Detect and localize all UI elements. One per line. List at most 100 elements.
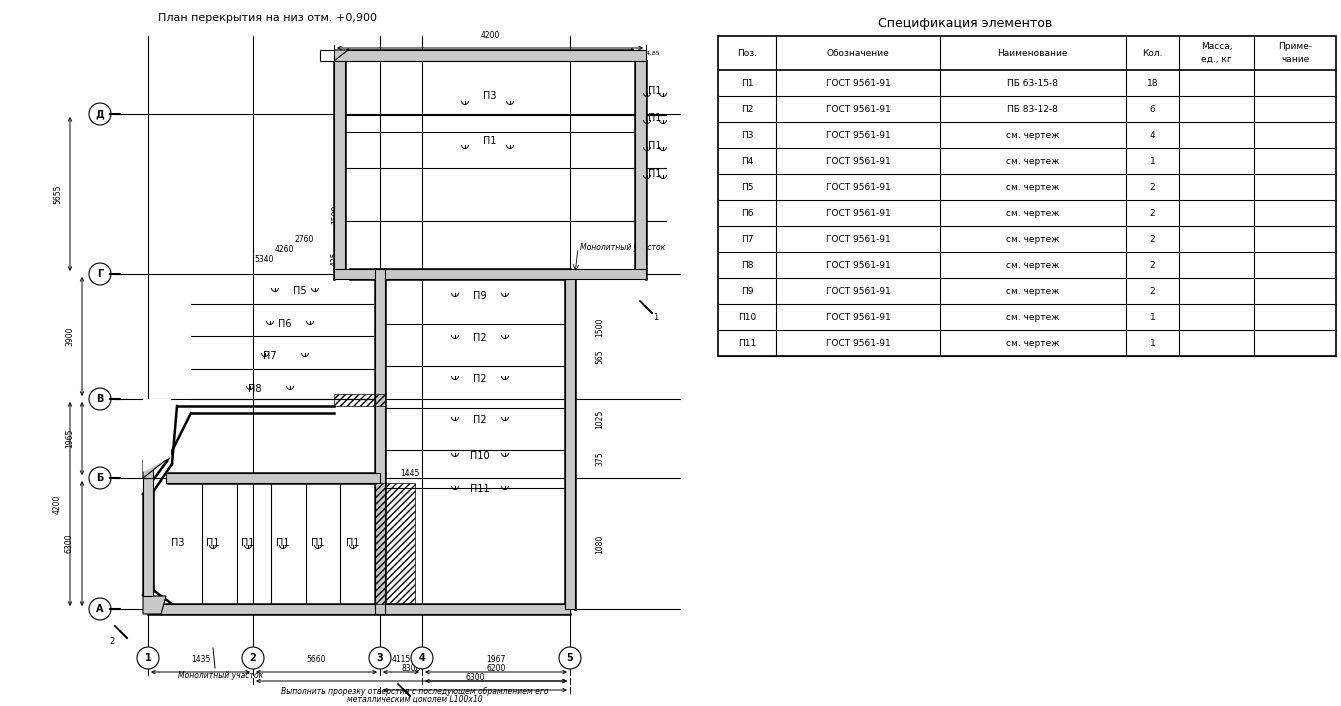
Bar bbox=[717, 36, 1336, 356]
Text: ГОСТ 9561-91: ГОСТ 9561-91 bbox=[826, 104, 890, 114]
Text: 2: 2 bbox=[1149, 182, 1155, 191]
Text: П1: П1 bbox=[648, 113, 661, 123]
Text: 6300: 6300 bbox=[64, 534, 74, 554]
Text: 2: 2 bbox=[110, 637, 114, 645]
Text: 1965: 1965 bbox=[64, 429, 74, 448]
Bar bbox=[143, 478, 153, 596]
Text: 1: 1 bbox=[1149, 313, 1155, 321]
Text: см. чертеж: см. чертеж bbox=[1006, 208, 1059, 217]
Text: 1435: 1435 bbox=[190, 655, 211, 664]
Text: ГОСТ 9561-91: ГОСТ 9561-91 bbox=[826, 182, 890, 191]
Text: 1445: 1445 bbox=[401, 469, 420, 477]
Text: П3: П3 bbox=[172, 539, 185, 549]
Text: Д: Д bbox=[95, 109, 105, 119]
Text: П1: П1 bbox=[311, 539, 325, 549]
Text: 2: 2 bbox=[1149, 261, 1155, 270]
Text: П6: П6 bbox=[740, 208, 754, 217]
Text: ГОСТ 9561-91: ГОСТ 9561-91 bbox=[826, 131, 890, 140]
Text: 435: 435 bbox=[331, 251, 341, 266]
Bar bbox=[334, 50, 345, 274]
Text: см. чертеж: см. чертеж bbox=[1006, 234, 1059, 244]
Bar bbox=[143, 468, 153, 478]
Bar bbox=[385, 483, 414, 604]
Text: П7: П7 bbox=[740, 234, 754, 244]
Text: П3: П3 bbox=[483, 91, 496, 101]
Text: П2: П2 bbox=[742, 104, 754, 114]
Text: Монолитный участок: Монолитный участок bbox=[178, 671, 263, 681]
Bar bbox=[375, 269, 385, 614]
Text: П2: П2 bbox=[473, 374, 487, 384]
Circle shape bbox=[410, 647, 433, 669]
Text: П8: П8 bbox=[740, 261, 754, 270]
Text: П1: П1 bbox=[648, 169, 661, 179]
Text: см. чертеж: см. чертеж bbox=[1006, 261, 1059, 270]
Text: ГОСТ 9561-91: ГОСТ 9561-91 bbox=[826, 313, 890, 321]
Text: П1: П1 bbox=[648, 141, 661, 151]
Text: см. чертеж: см. чертеж bbox=[1006, 182, 1059, 191]
Text: ПБ 63-15-8: ПБ 63-15-8 bbox=[1007, 78, 1058, 88]
Text: 1967: 1967 bbox=[487, 655, 506, 664]
Text: 4: 4 bbox=[1149, 131, 1155, 140]
Bar bbox=[636, 50, 646, 274]
Text: 6300: 6300 bbox=[465, 673, 484, 682]
Text: 375: 375 bbox=[595, 452, 603, 466]
Text: ГОСТ 9561-91: ГОСТ 9561-91 bbox=[826, 208, 890, 217]
Text: Г: Г bbox=[97, 269, 103, 279]
Text: П11: П11 bbox=[738, 338, 756, 347]
Text: 1500: 1500 bbox=[595, 317, 603, 337]
Polygon shape bbox=[143, 596, 166, 614]
Bar bbox=[166, 473, 380, 483]
Text: Обозначение: Обозначение bbox=[826, 49, 889, 57]
Text: Масса,: Масса, bbox=[1200, 42, 1232, 52]
Circle shape bbox=[89, 263, 111, 285]
Text: 5: 5 bbox=[567, 653, 574, 663]
Text: ГОСТ 9561-91: ГОСТ 9561-91 bbox=[826, 234, 890, 244]
Text: 3: 3 bbox=[377, 653, 384, 663]
Text: П2: П2 bbox=[473, 333, 487, 343]
Circle shape bbox=[137, 647, 160, 669]
Text: П5: П5 bbox=[294, 286, 307, 296]
Text: П10: П10 bbox=[471, 451, 489, 461]
Circle shape bbox=[241, 647, 264, 669]
Text: ГОСТ 9561-91: ГОСТ 9561-91 bbox=[826, 78, 890, 88]
Text: В: В bbox=[97, 394, 103, 404]
Text: 18: 18 bbox=[1147, 78, 1159, 88]
Text: 5340: 5340 bbox=[255, 254, 274, 263]
Polygon shape bbox=[320, 50, 334, 61]
Text: План перекрытия на низ отм. +0,900: План перекрытия на низ отм. +0,900 bbox=[158, 13, 378, 23]
Text: 4200: 4200 bbox=[480, 31, 500, 40]
Text: 1: 1 bbox=[1149, 338, 1155, 347]
Text: см. чертеж: см. чертеж bbox=[1006, 313, 1059, 321]
Bar bbox=[334, 269, 646, 279]
Text: П2: П2 bbox=[473, 415, 487, 425]
Text: 1: 1 bbox=[1149, 157, 1155, 165]
Text: Б: Б bbox=[97, 473, 103, 483]
Text: 14,85: 14,85 bbox=[642, 51, 660, 56]
Text: 565: 565 bbox=[595, 349, 603, 364]
Text: П1: П1 bbox=[740, 78, 754, 88]
Circle shape bbox=[89, 467, 111, 489]
Bar bbox=[375, 483, 385, 604]
Polygon shape bbox=[143, 460, 166, 478]
Text: см. чертеж: см. чертеж bbox=[1006, 338, 1059, 347]
Circle shape bbox=[89, 598, 111, 620]
Text: П1: П1 bbox=[648, 86, 661, 96]
Text: см. чертеж: см. чертеж bbox=[1006, 131, 1059, 140]
Text: Монолитный участок: Монолитный участок bbox=[581, 244, 665, 253]
Circle shape bbox=[559, 647, 581, 669]
Text: ед., кг: ед., кг bbox=[1202, 54, 1232, 64]
Text: 6: 6 bbox=[1149, 104, 1155, 114]
Text: П4: П4 bbox=[742, 157, 754, 165]
Text: П9: П9 bbox=[740, 287, 754, 296]
Bar bbox=[148, 604, 570, 614]
Text: П1: П1 bbox=[483, 136, 496, 146]
Polygon shape bbox=[334, 50, 349, 61]
Text: П6: П6 bbox=[278, 319, 292, 329]
Text: 3900: 3900 bbox=[64, 327, 74, 346]
Text: см. чертеж: см. чертеж bbox=[1006, 157, 1059, 165]
Text: см. чертеж: см. чертеж bbox=[1006, 287, 1059, 296]
Text: 1025: 1025 bbox=[595, 409, 603, 429]
Bar bbox=[380, 269, 570, 279]
Text: 5660: 5660 bbox=[307, 655, 326, 664]
Text: 2: 2 bbox=[1149, 208, 1155, 217]
